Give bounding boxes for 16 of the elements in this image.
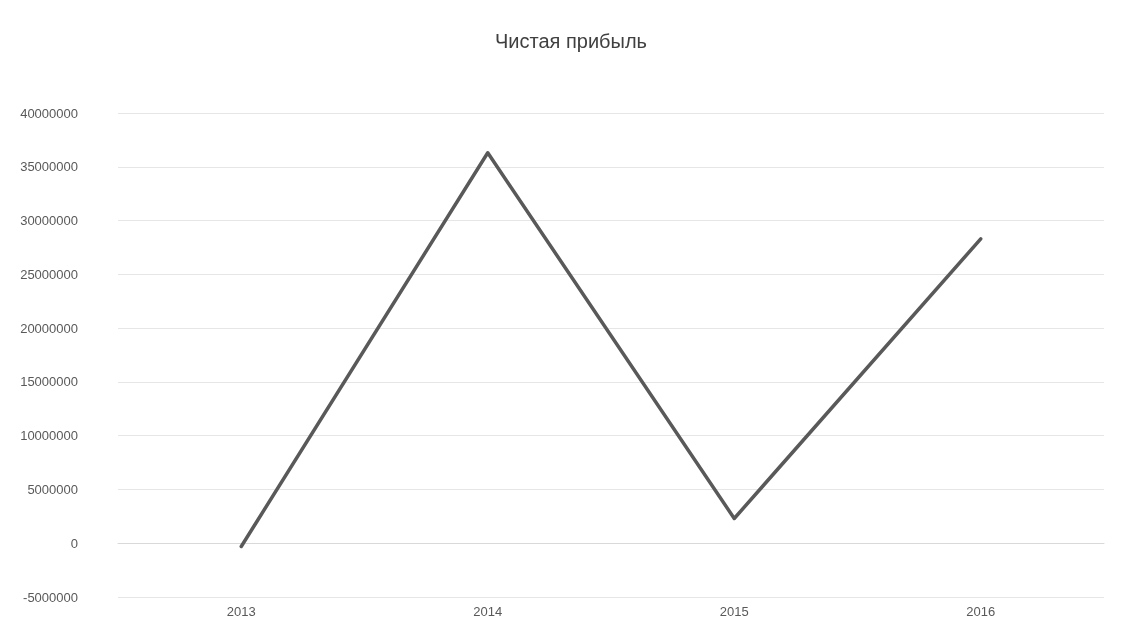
y-tick-label: 0 bbox=[70, 535, 78, 551]
y-tick-label: 35000000 bbox=[20, 159, 78, 175]
y-tick-label: 5000000 bbox=[27, 481, 78, 497]
x-tick-label: 2016 bbox=[966, 604, 996, 619]
y-tick-label: -5000000 bbox=[23, 589, 78, 605]
y-tick-label: 30000000 bbox=[20, 213, 78, 229]
y-tick-label: 40000000 bbox=[20, 105, 78, 121]
x-tick-label: 2013 bbox=[226, 604, 256, 619]
line-series bbox=[239, 151, 983, 549]
y-tick-label: 15000000 bbox=[20, 374, 78, 390]
y-tick-label: 20000000 bbox=[20, 320, 78, 336]
y-tick-label: 10000000 bbox=[20, 428, 78, 444]
x-tick-label: 2015 bbox=[719, 604, 749, 619]
chart-title: Чистая прибыль bbox=[495, 30, 647, 52]
y-tick-label: 25000000 bbox=[20, 266, 78, 282]
x-tick-label: 2014 bbox=[473, 604, 503, 619]
